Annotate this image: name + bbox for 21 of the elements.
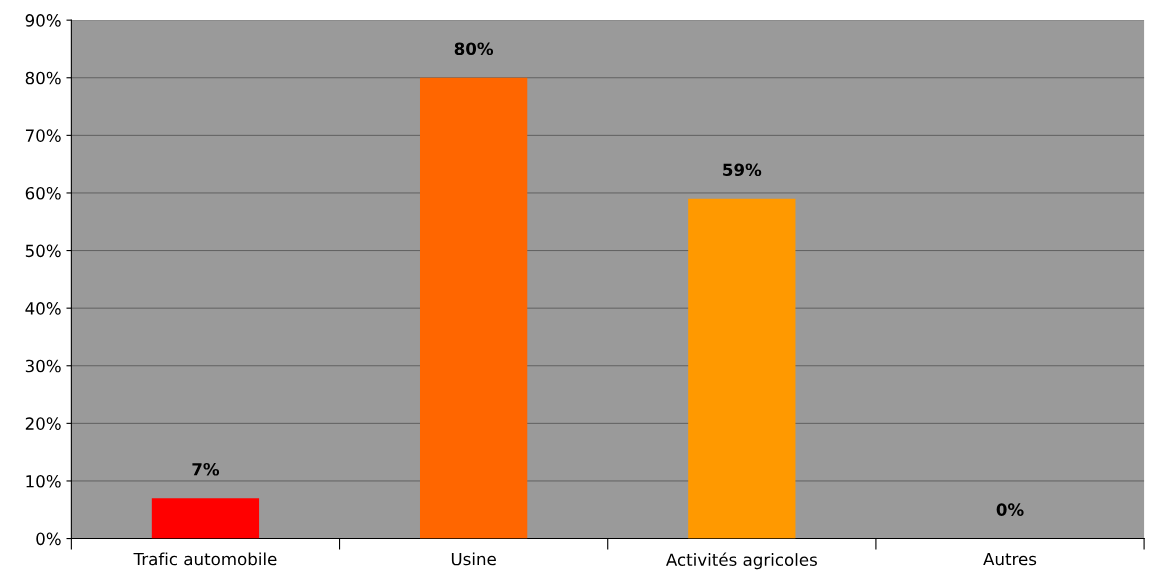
y-tick-label: 0%: [36, 532, 61, 546]
data-label: 59%: [723, 163, 762, 177]
data-label: 0%: [996, 503, 1024, 516]
data-label: 80%: [454, 42, 494, 56]
data-label: 7%: [192, 462, 220, 476]
x-tick-label: Trafic automobile: [133, 552, 277, 566]
bar: [688, 198, 796, 539]
x-tick-label: Autres: [983, 552, 1037, 566]
y-tick-label: 40%: [25, 302, 61, 315]
x-tick-label: Usine: [451, 552, 496, 566]
bar: [151, 498, 260, 539]
y-tick-label: 70%: [25, 129, 61, 142]
y-tick-label: 90%: [25, 14, 61, 27]
y-tick-label: 20%: [25, 417, 61, 430]
y-tick-label: 50%: [25, 244, 61, 258]
y-tick-label: 30%: [25, 359, 61, 373]
x-tick-label: Activités agricoles: [666, 552, 817, 570]
y-tick-label: 10%: [26, 474, 61, 488]
y-tick-label: 60%: [25, 186, 61, 200]
bar: [420, 77, 528, 539]
y-tick-label: 80%: [25, 71, 61, 85]
